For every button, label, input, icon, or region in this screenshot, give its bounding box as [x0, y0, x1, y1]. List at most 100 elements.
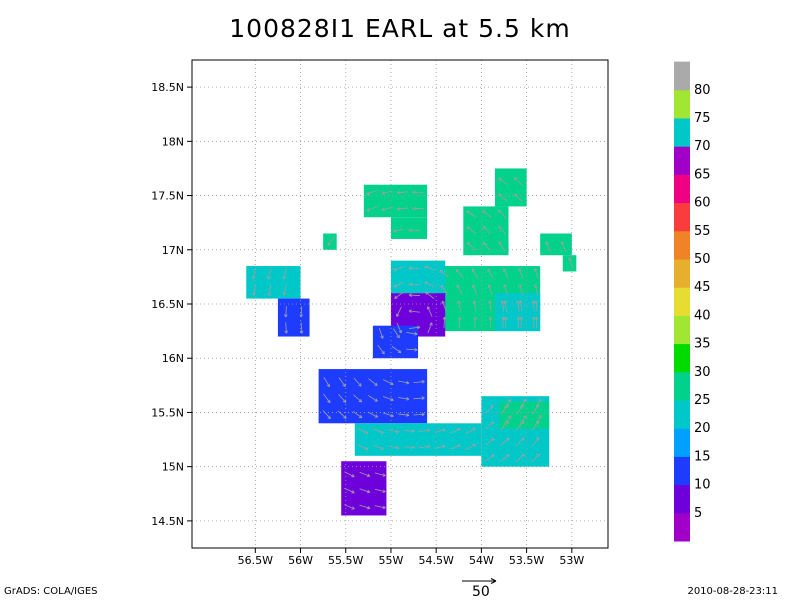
wind-arrow-158 [374, 488, 386, 493]
wind-arrow-102 [367, 395, 378, 402]
wind-arrow-30 [267, 268, 272, 280]
wind-arrow-112 [413, 379, 425, 384]
wind-arrow-67 [516, 316, 521, 328]
y-tick-label-5: 17N [162, 244, 184, 257]
colorbar-label-6: 35 [694, 337, 711, 352]
wind-arrow-134 [500, 437, 510, 446]
wind-arrow-93 [323, 393, 331, 404]
wind-arrow-23 [545, 241, 551, 252]
wind-arrow-8 [393, 228, 405, 233]
footer-credit: GrADS: COLA/IGES [4, 586, 98, 597]
wind-arrow-137 [515, 453, 525, 463]
wind-arrow-120 [403, 429, 415, 433]
data-region-8 [277, 298, 310, 337]
wind-arrow-4 [397, 207, 409, 211]
colorbar-swatch-8 [674, 287, 690, 316]
colorbar-swatch-15 [674, 89, 690, 119]
y-tick-label-2: 15.5N [151, 406, 184, 419]
x-tick-label-2: 55.5W [328, 554, 363, 567]
data-region-14 [318, 369, 428, 424]
wind-arrow-130 [484, 438, 495, 446]
colorbar-label-12: 65 [694, 167, 711, 182]
x-tick-label-7: 53W [559, 554, 584, 567]
wind-arrow-87 [378, 327, 384, 339]
colorbar-label-7: 40 [694, 308, 711, 323]
data-region-5 [562, 255, 577, 272]
wind-arrow-131 [485, 421, 495, 430]
wind-arrow-109 [398, 380, 410, 385]
wind-arrow-65 [501, 316, 505, 328]
wind-vector-layer [251, 177, 573, 510]
wind-arrow-97 [338, 377, 346, 387]
wind-arrow-49 [488, 316, 493, 328]
wind-arrow-3 [381, 190, 393, 195]
wind-arrow-27 [252, 284, 256, 296]
wind-arrow-63 [534, 284, 539, 296]
wind-arrow-33 [284, 322, 288, 334]
wind-arrow-32 [282, 268, 288, 280]
colorbar-label-13: 70 [694, 139, 711, 154]
colorbar-label-3: 20 [694, 421, 711, 436]
wind-arrow-5 [397, 190, 409, 195]
wind-arrow-60 [518, 268, 524, 279]
colorbar-label-2: 15 [694, 449, 711, 464]
wind-arrow-77 [396, 322, 402, 334]
wind-arrow-66 [500, 300, 505, 312]
wind-arrow-108 [398, 397, 410, 401]
wind-arrow-34 [284, 306, 288, 318]
colorbar-swatch-5 [674, 371, 690, 401]
data-region-3 [494, 168, 527, 207]
data-region-4 [540, 233, 572, 256]
colorbar-swatch-9 [674, 259, 690, 288]
colorbar-swatch-2 [674, 456, 690, 486]
reference-vector [462, 578, 497, 584]
wind-arrow-156 [359, 471, 371, 478]
colorbar-label-0: 5 [694, 506, 702, 521]
colorbar-label-4: 25 [694, 393, 711, 408]
y-tick-label-0: 14.5N [151, 515, 184, 528]
chart-title: 100828I1 EARL at 5.5 km [229, 14, 571, 43]
data-region-0 [363, 184, 428, 218]
data-region-11 [390, 260, 446, 294]
wind-arrow-115 [372, 445, 384, 450]
wind-arrow-127 [465, 444, 476, 451]
colorbar-label-11: 60 [694, 196, 711, 211]
wind-arrow-85 [425, 291, 435, 300]
wind-arrow-80 [408, 325, 421, 330]
y-tick-label-7: 18N [162, 135, 184, 148]
wind-arrow-150 [535, 398, 542, 409]
grid-layer [192, 60, 608, 548]
wind-arrow-11 [466, 226, 477, 234]
wind-arrow-81 [408, 309, 420, 313]
wind-arrow-121 [418, 445, 431, 449]
colorbar-swatch-7 [674, 315, 690, 345]
wind-arrow-50 [488, 300, 492, 312]
wind-arrow-157 [374, 505, 386, 510]
y-tick-label-8: 18.5N [151, 81, 184, 94]
data-region-2 [463, 206, 509, 256]
wind-arrow-52 [487, 268, 494, 279]
colorbar-swatch-10 [674, 230, 690, 260]
wind-arrow-64 [533, 268, 539, 280]
wind-arrow-98 [352, 411, 363, 419]
wind-arrow-90 [406, 347, 418, 352]
data-region-15 [354, 423, 482, 456]
data-region-10 [494, 293, 541, 332]
wind-arrow-20 [498, 177, 508, 186]
wind-arrow-13 [482, 241, 491, 251]
wind-arrow-68 [516, 300, 520, 312]
wind-arrow-142 [531, 437, 540, 447]
wind-arrow-83 [427, 322, 433, 334]
wind-arrow-17 [498, 225, 507, 235]
colorbar-label-10: 55 [694, 224, 711, 239]
y-axis: 14.5N 15N 15.5N 16N 16.5N 17N 17.5N 18N 18.5N [151, 81, 192, 528]
colorbar-swatch-16 [674, 61, 690, 91]
wind-arrow-9 [408, 228, 420, 233]
wind-arrow-74 [408, 266, 420, 270]
wind-arrow-92 [322, 410, 331, 420]
colorbar-label-1: 10 [694, 478, 711, 493]
wind-arrow-118 [388, 429, 400, 434]
colorbar: 5 10 15 20 25 30 35 40 45 50 55 60 65 70 75 80 [674, 61, 711, 542]
colorbar-swatch-4 [674, 400, 690, 429]
wind-arrow-12 [466, 210, 477, 218]
